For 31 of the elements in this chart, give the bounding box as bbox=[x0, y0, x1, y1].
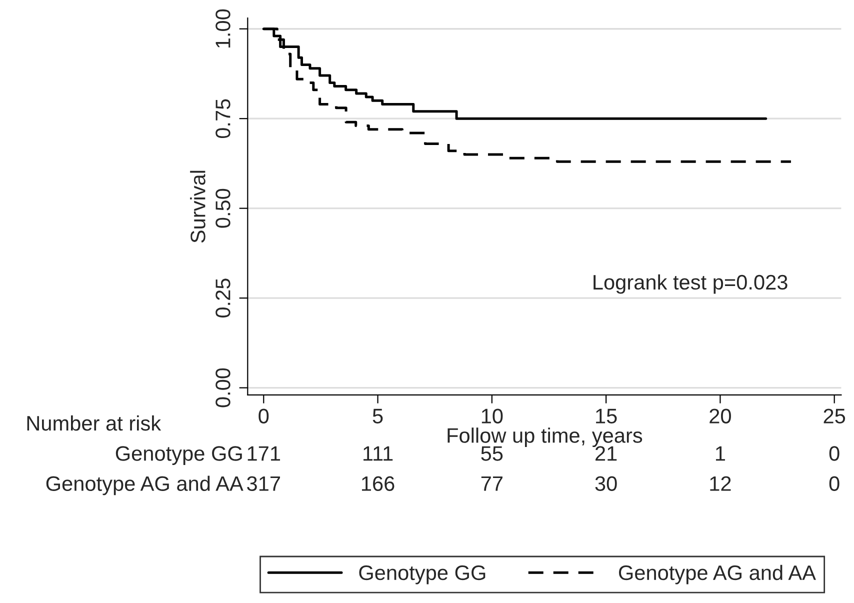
x-tick-label: 20 bbox=[710, 408, 731, 424]
text: 30 bbox=[595, 476, 617, 492]
x-tick-label: 10 bbox=[482, 408, 503, 424]
text: 0 bbox=[829, 476, 840, 492]
text: Number at risk bbox=[27, 415, 162, 431]
y-axis-title: Survival bbox=[190, 170, 206, 243]
text: 1 bbox=[716, 446, 725, 461]
y-tick-label: 0.75 bbox=[216, 99, 230, 138]
text: 317 bbox=[247, 476, 280, 492]
text: Genotype AG and AA bbox=[46, 476, 244, 496]
x-tick-label: 5 bbox=[372, 408, 383, 424]
x-tick-label: 25 bbox=[824, 408, 846, 424]
text: 171 bbox=[248, 446, 280, 461]
text: 166 bbox=[362, 476, 394, 492]
text: 111 bbox=[364, 446, 393, 461]
x-axis-title: Follow up time, years bbox=[448, 428, 642, 447]
y-tick-label: 0.25 bbox=[216, 278, 230, 318]
text: 21 bbox=[596, 446, 617, 461]
y-tick-label: 0.00 bbox=[216, 368, 230, 408]
text: 0 bbox=[829, 446, 840, 461]
text: 12 bbox=[710, 476, 731, 491]
text: 77 bbox=[481, 476, 502, 491]
legend-label: Genotype AG and AA bbox=[618, 564, 816, 584]
y-tick-label: 0.50 bbox=[216, 188, 230, 228]
y-tick-label: 1.00 bbox=[216, 9, 230, 48]
text: 55 bbox=[481, 446, 503, 461]
legend-label: Genotype GG bbox=[359, 565, 486, 584]
text: Genotype GG bbox=[116, 446, 242, 465]
x-tick-label: 15 bbox=[596, 408, 617, 424]
x-tick-label: 0 bbox=[258, 408, 269, 424]
annotation: Logrank test p=0.023 bbox=[594, 274, 788, 294]
